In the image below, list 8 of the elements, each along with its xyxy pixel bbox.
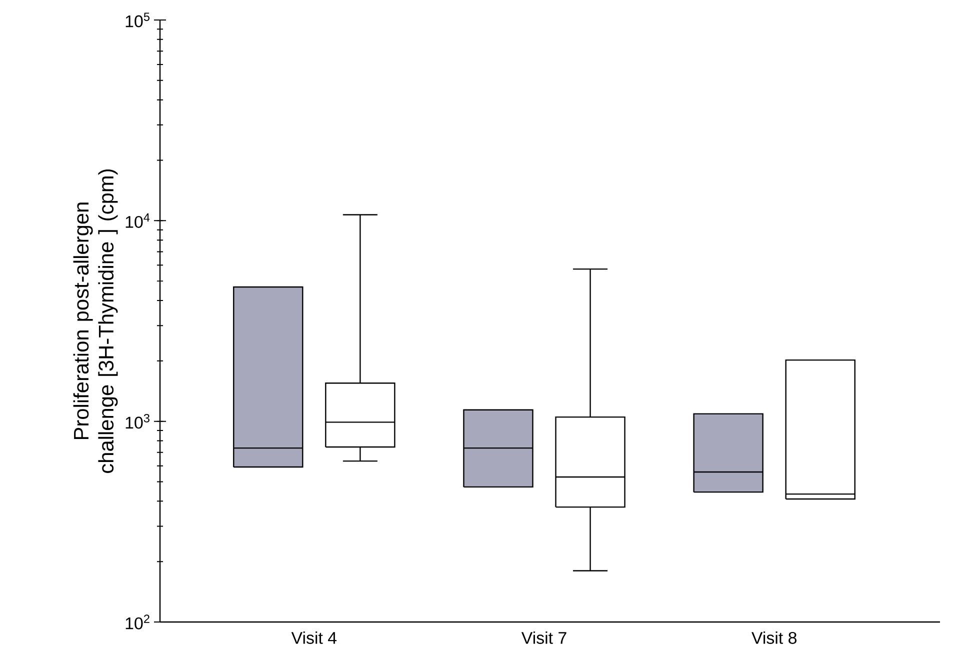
y-tick-label: 10$^{2}$ [126,614,150,630]
y-tick-label: 10$^{5}$ [126,12,150,28]
x-tick-label: Visit 4 [291,632,337,644]
y-axis-title: Proliferation post-allergen challenge [3H-Thymidine ] (cpm) [73,169,118,473]
y-tick-label: 10$^{3}$ [126,414,150,429]
x-tick-label: Visit 7 [521,632,566,644]
y-tick-label: 10$^{4}$ [126,213,150,228]
x-tick-label: Visit 8 [752,632,797,644]
